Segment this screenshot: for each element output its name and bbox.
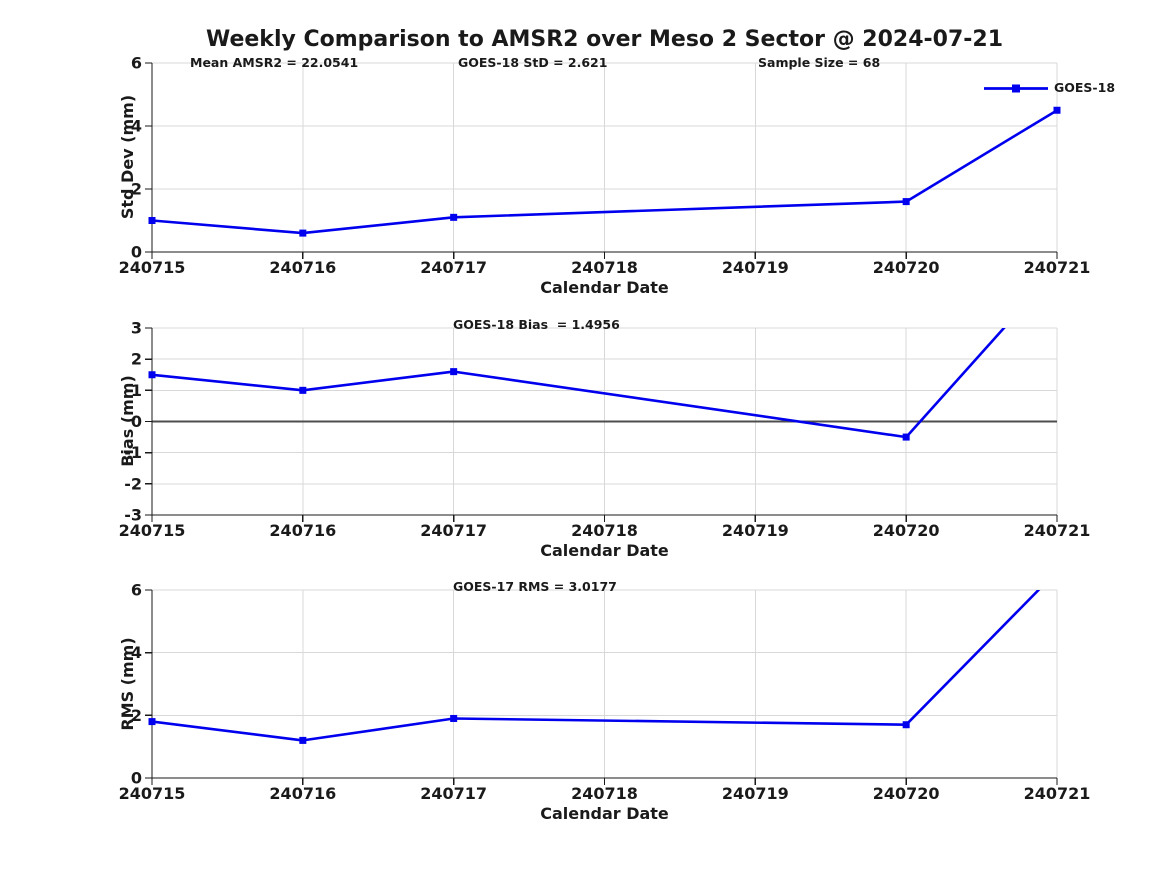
bias-panel: 240715 240716 240717 240718 240719 240720 2407… xyxy=(119,319,1091,541)
x-tick-label: 240716 xyxy=(269,784,336,803)
std-dev-panel: 240715 240716 240717 240718 240719 240720 2407… xyxy=(119,54,1091,278)
y-tick-label: 6 xyxy=(131,581,142,600)
x-tick-label: 240716 xyxy=(269,521,336,540)
y-tick-label: 2 xyxy=(131,706,142,725)
y-tick-label: 6 xyxy=(131,54,142,73)
std-dev-x-axis-label: Calendar Date xyxy=(540,278,669,297)
y-tick-label: -2 xyxy=(124,474,142,493)
x-tick-label: 240715 xyxy=(119,258,186,277)
rms-y-axis-label: RMS (mm) xyxy=(118,637,137,731)
x-tick-label: 240719 xyxy=(722,258,789,277)
legend-marker xyxy=(1012,84,1020,93)
series-marker xyxy=(1053,106,1061,114)
y-tick-label: 1 xyxy=(131,381,142,400)
series-marker xyxy=(148,718,156,726)
x-tick-label: 240720 xyxy=(873,258,940,277)
x-tick-label: 240718 xyxy=(571,784,638,803)
x-tick-label: 240718 xyxy=(571,258,638,277)
figure-title: Weekly Comparison to AMSR2 over Meso 2 S… xyxy=(205,27,1004,52)
annotation-goes18-bias: GOES-18 Bias = 1.4956 xyxy=(453,317,620,332)
y-tick-label: 2 xyxy=(131,350,142,369)
x-tick-label: 240715 xyxy=(119,521,186,540)
legend-label-goes-18: GOES-18 xyxy=(1054,80,1116,95)
y-tick-label: 0 xyxy=(131,769,142,788)
x-tick-label: 240718 xyxy=(571,521,638,540)
y-tick-label: 4 xyxy=(131,643,142,662)
x-tick-label: 240719 xyxy=(722,784,789,803)
series-marker xyxy=(299,736,307,744)
series-marker xyxy=(450,213,458,221)
series-marker xyxy=(902,198,910,206)
annotation-mean-amsr2: Mean AMSR2 = 22.0541 xyxy=(190,55,359,70)
y-tick-label: 3 xyxy=(131,319,142,338)
rms-x-axis-label: Calendar Date xyxy=(540,804,669,823)
y-tick-label: 2 xyxy=(131,180,142,199)
y-tick-label: 0 xyxy=(131,412,142,431)
x-tick-label: 240719 xyxy=(722,521,789,540)
rms-panel: 240715 240716 240717 240718 240719 240720 2407… xyxy=(119,581,1091,804)
y-tick-label: -3 xyxy=(124,506,142,525)
x-tick-label: 240717 xyxy=(420,258,487,277)
series-marker xyxy=(148,371,156,379)
std-dev-y-axis-label: Std Dev (mm) xyxy=(118,94,137,220)
annotation-goes17-rms: GOES-17 RMS = 3.0177 xyxy=(453,579,617,594)
annotation-goes18-std: GOES-18 StD = 2.621 xyxy=(458,55,608,70)
x-tick-label: 240721 xyxy=(1024,784,1091,803)
x-tick-label: 240715 xyxy=(119,784,186,803)
series-marker xyxy=(450,714,458,722)
x-tick-label: 240721 xyxy=(1024,521,1091,540)
series-marker xyxy=(299,386,307,394)
bias-x-axis-label: Calendar Date xyxy=(540,541,669,560)
series-marker xyxy=(299,229,307,237)
x-tick-label: 240720 xyxy=(873,784,940,803)
series-marker xyxy=(450,368,458,376)
series-marker xyxy=(902,433,910,441)
x-tick-label: 240717 xyxy=(420,521,487,540)
bias-y-axis-label: Bias (mm) xyxy=(118,375,137,467)
x-tick-label: 240716 xyxy=(269,258,336,277)
y-tick-label: 0 xyxy=(131,243,142,262)
x-tick-label: 240720 xyxy=(873,521,940,540)
y-tick-label: -1 xyxy=(124,443,142,462)
y-tick-label: 4 xyxy=(131,117,142,136)
series-marker xyxy=(902,721,910,729)
x-tick-label: 240721 xyxy=(1024,258,1091,277)
x-tick-label: 240717 xyxy=(420,784,487,803)
annotation-sample-size: Sample Size = 68 xyxy=(758,55,881,70)
series-marker xyxy=(148,217,156,224)
